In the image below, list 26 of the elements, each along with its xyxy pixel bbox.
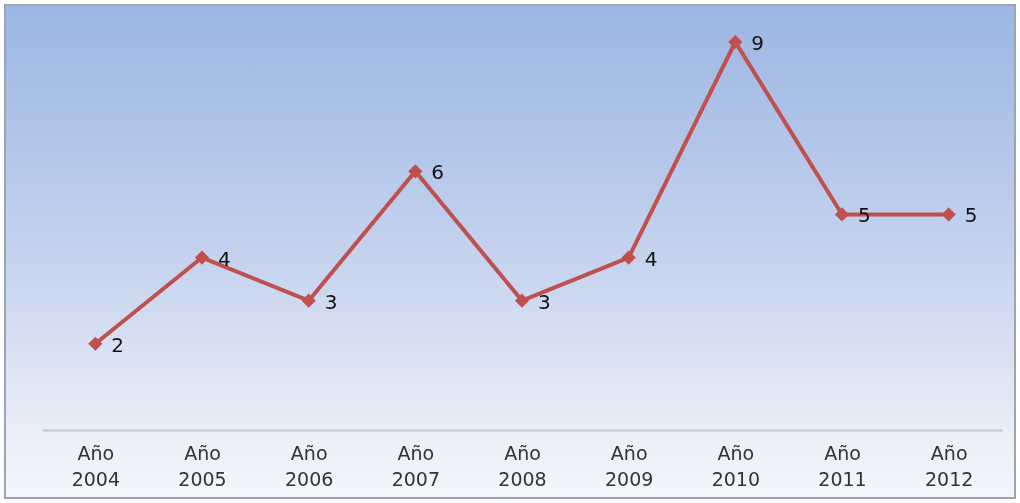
x-tick-label: Año 2006 xyxy=(284,441,334,490)
x-tick-label: Año 2011 xyxy=(818,441,867,490)
point xyxy=(408,164,423,179)
point xyxy=(621,250,636,265)
point xyxy=(834,207,850,222)
data-label: 2 xyxy=(111,332,125,357)
data-label: 4 xyxy=(644,246,658,271)
point xyxy=(728,34,743,50)
x-tick-label: Año 2007 xyxy=(391,441,441,490)
point xyxy=(194,250,210,265)
data-label: 6 xyxy=(431,160,445,185)
x-tick-label: Año 2004 xyxy=(71,441,121,490)
x-tick-label: Año 2008 xyxy=(498,441,547,490)
point xyxy=(88,336,103,351)
point xyxy=(514,293,530,308)
x-tick-label: Año 2009 xyxy=(604,441,654,490)
x-tick-label: Año 2012 xyxy=(924,441,974,490)
point xyxy=(941,207,956,222)
data-label: 5 xyxy=(964,203,978,228)
data-label: 9 xyxy=(751,31,765,55)
x-tick-label: Año 2005 xyxy=(178,441,227,490)
x-tick-label: Año 2010 xyxy=(711,441,761,490)
data-label: 4 xyxy=(218,246,231,271)
data-label: 3 xyxy=(538,289,551,314)
point xyxy=(301,293,316,308)
data-label: 3 xyxy=(324,289,338,314)
